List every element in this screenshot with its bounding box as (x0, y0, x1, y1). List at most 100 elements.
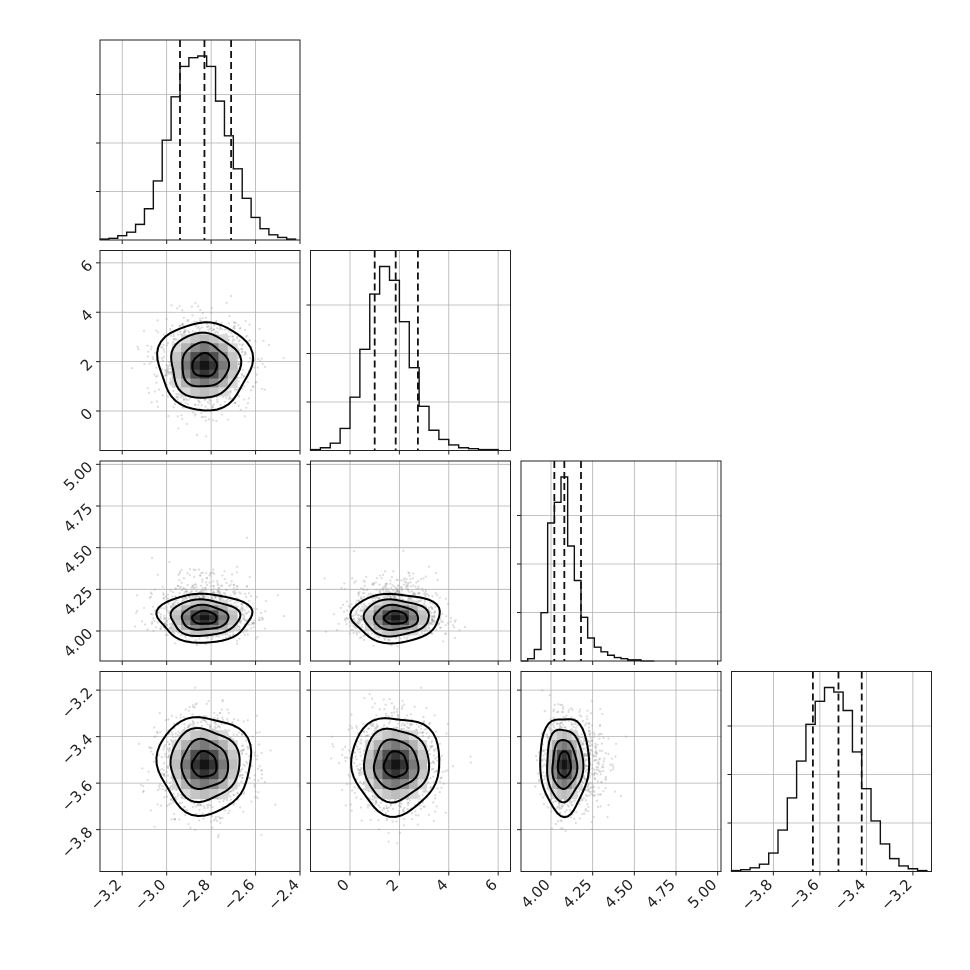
sample-point (245, 595, 248, 598)
sample-point (406, 584, 409, 588)
sample-point (181, 323, 184, 327)
sample-point (217, 586, 220, 590)
sample-point (244, 335, 248, 338)
sample-point (240, 347, 243, 350)
sample-point (236, 585, 239, 588)
sample-point (168, 382, 171, 385)
sample-point (178, 591, 181, 595)
density-cell (364, 620, 375, 626)
sample-point (162, 355, 166, 359)
sample-point (374, 581, 377, 584)
sample-point (174, 337, 177, 341)
sample-point (420, 632, 423, 635)
sample-point (370, 632, 374, 635)
sample-point (453, 636, 457, 639)
sample-point (192, 722, 196, 725)
sample-point (165, 795, 169, 798)
density-cell (218, 343, 229, 353)
sample-point (217, 635, 220, 638)
sample-point (379, 591, 382, 594)
sample-point (434, 572, 438, 575)
sample-point (199, 574, 202, 577)
sample-point (438, 596, 442, 599)
sample-point (399, 637, 402, 640)
sample-point (429, 614, 432, 617)
sample-point (212, 591, 215, 594)
sample-point (137, 348, 140, 351)
sample-point (418, 592, 421, 595)
sample-point (257, 791, 260, 794)
sample-point (400, 589, 404, 592)
sample-point (247, 592, 250, 595)
sample-point (381, 587, 384, 590)
sample-point (212, 585, 216, 588)
sample-point (205, 715, 208, 718)
sample-point (216, 589, 219, 592)
sample-point (244, 319, 247, 323)
sample-point (201, 594, 204, 597)
sample-point (255, 373, 258, 376)
sample-point (193, 414, 196, 417)
sample-point (243, 633, 246, 636)
sample-point (392, 570, 395, 573)
sample-point (146, 387, 149, 390)
sample-point (182, 577, 186, 580)
sample-point (240, 373, 244, 377)
sample-point (172, 801, 175, 804)
sample-point (233, 402, 236, 405)
sample-point (396, 587, 399, 591)
sample-point (191, 329, 194, 333)
contour-level-2 (372, 603, 419, 632)
sample-point (243, 375, 246, 378)
sample-point (207, 325, 210, 328)
sample-point (431, 620, 434, 623)
sample-point (169, 377, 172, 380)
sample-point (430, 606, 433, 609)
sample-point (358, 630, 361, 634)
sample-point (258, 327, 261, 330)
sample-point (438, 626, 442, 629)
density-cell (400, 615, 410, 621)
sample-point (162, 343, 165, 346)
sample-point (228, 390, 232, 393)
sample-point (412, 572, 415, 575)
density-cell (190, 334, 201, 344)
sample-point (229, 594, 232, 597)
sample-point (398, 589, 401, 592)
sample-point (175, 716, 178, 719)
density-cell (218, 615, 229, 621)
sample-point (360, 596, 363, 599)
sample-point (251, 622, 254, 625)
sample-point (350, 622, 353, 625)
sample-point (215, 319, 218, 323)
sample-point (352, 618, 355, 621)
sample-point (221, 700, 224, 703)
sample-point (282, 615, 286, 618)
sample-point (233, 389, 236, 392)
sample-point (170, 714, 174, 717)
sample-point (179, 393, 182, 396)
sample-point (387, 638, 390, 641)
sample-point (410, 585, 413, 588)
sample-point (359, 609, 362, 613)
sample-point (358, 617, 361, 621)
sample-point (198, 319, 202, 322)
sample-point (156, 374, 159, 378)
sample-point (216, 582, 219, 585)
sample-point (177, 395, 180, 399)
sample-point (223, 577, 226, 581)
sample-point (205, 583, 209, 586)
sample-point (263, 365, 267, 368)
sample-point (195, 433, 199, 437)
sample-point (378, 597, 381, 600)
sample-point (192, 585, 195, 589)
sample-point (177, 427, 180, 430)
sample-point (196, 721, 199, 724)
sample-point (237, 376, 240, 380)
sample-point (167, 414, 170, 418)
sample-point (165, 369, 168, 372)
sample-point (360, 617, 363, 620)
sample-point (136, 345, 139, 348)
sample-point (181, 406, 184, 409)
sample-point (221, 574, 224, 577)
